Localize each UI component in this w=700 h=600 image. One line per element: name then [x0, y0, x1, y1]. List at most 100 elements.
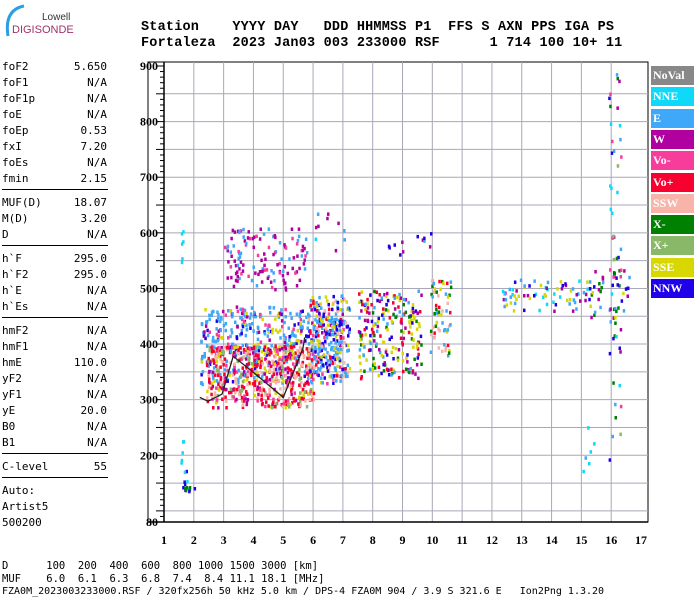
echo-point — [230, 390, 233, 395]
echo-point — [222, 350, 226, 354]
echo-point — [240, 328, 244, 333]
echo-point — [289, 368, 292, 372]
echo-point — [235, 397, 238, 402]
param-label: D — [2, 228, 9, 241]
echo-point — [215, 386, 218, 390]
echo-point — [234, 355, 237, 359]
echo-point — [366, 319, 370, 323]
echo-point — [348, 366, 352, 371]
echo-point — [334, 351, 338, 355]
echo-point — [272, 252, 275, 257]
echo-point — [244, 396, 247, 401]
echo-point — [280, 312, 283, 316]
echo-point — [589, 304, 592, 309]
echo-point — [295, 371, 299, 375]
echo-point — [294, 351, 297, 355]
echo-point — [569, 289, 573, 293]
echo-point — [226, 244, 230, 249]
echo-point — [305, 364, 308, 368]
echo-point — [266, 327, 269, 332]
echo-point — [318, 356, 321, 361]
echo-point — [217, 334, 221, 338]
echo-point — [310, 358, 314, 362]
echo-point — [446, 301, 449, 306]
param-label: foEp — [2, 124, 29, 137]
echo-point — [205, 396, 209, 400]
echo-point — [441, 349, 444, 354]
echo-point — [296, 354, 299, 358]
echo-point — [381, 313, 384, 317]
echo-point — [378, 293, 381, 297]
echo-point — [245, 328, 249, 332]
echo-point — [314, 350, 317, 354]
echo-point — [243, 394, 246, 398]
echo-point — [290, 387, 294, 391]
echo-point — [335, 317, 338, 322]
echo-point — [215, 347, 219, 351]
echo-point — [446, 281, 449, 286]
echo-point — [437, 312, 440, 316]
echo-point — [232, 244, 235, 248]
echo-point — [332, 338, 336, 342]
echo-point — [337, 221, 340, 226]
echo-point — [252, 345, 256, 350]
legend-nne: NNE — [651, 87, 694, 107]
echo-point — [257, 330, 261, 334]
echo-point — [284, 351, 287, 355]
echo-point — [375, 329, 379, 333]
echo-point — [278, 241, 282, 245]
echo-point — [340, 329, 344, 333]
echo-point — [210, 386, 213, 391]
echo-point — [359, 369, 362, 373]
echo-point — [282, 358, 285, 362]
echo-point — [269, 311, 272, 315]
echo-point — [368, 339, 372, 344]
echo-point — [180, 242, 184, 246]
echo-point — [265, 359, 269, 364]
param-value: 5.650 — [73, 60, 107, 73]
echo-point — [240, 311, 244, 315]
echo-point — [211, 370, 215, 375]
echo-point — [227, 342, 230, 346]
echo-point — [260, 370, 263, 375]
echo-point — [216, 339, 219, 343]
echo-point — [215, 364, 218, 368]
echo-point — [271, 374, 274, 379]
echo-point — [382, 311, 385, 316]
echo-point — [318, 348, 321, 353]
echo-point — [208, 348, 211, 353]
echo-point — [394, 346, 398, 351]
echo-point — [238, 267, 241, 271]
echo-point — [325, 330, 328, 334]
x-tick-label: 15 — [575, 533, 587, 547]
echo-point — [233, 370, 236, 375]
echo-point — [248, 322, 251, 327]
echo-point — [229, 345, 233, 349]
echo-point — [373, 362, 376, 366]
echo-point — [309, 369, 312, 373]
echo-point — [247, 230, 250, 234]
echo-point — [211, 335, 215, 340]
echo-point — [263, 366, 266, 370]
echo-point — [320, 348, 323, 353]
echo-point — [253, 380, 257, 384]
echo-point — [239, 351, 243, 355]
param-value: N/A — [87, 92, 107, 105]
echo-point — [269, 329, 273, 334]
echo-point — [254, 345, 258, 349]
echo-point — [412, 338, 415, 342]
echo-point — [284, 367, 287, 371]
echo-point — [431, 278, 435, 283]
echo-point — [279, 387, 282, 391]
echo-point — [324, 339, 327, 344]
echo-point — [305, 372, 309, 376]
echo-point — [320, 324, 323, 328]
echo-point — [327, 302, 330, 307]
echo-point — [249, 312, 253, 316]
echo-point — [372, 330, 375, 335]
echo-point — [588, 280, 592, 284]
echo-point — [218, 385, 222, 390]
echo-point — [280, 376, 283, 380]
echo-point — [310, 308, 313, 312]
echo-point — [224, 395, 227, 399]
